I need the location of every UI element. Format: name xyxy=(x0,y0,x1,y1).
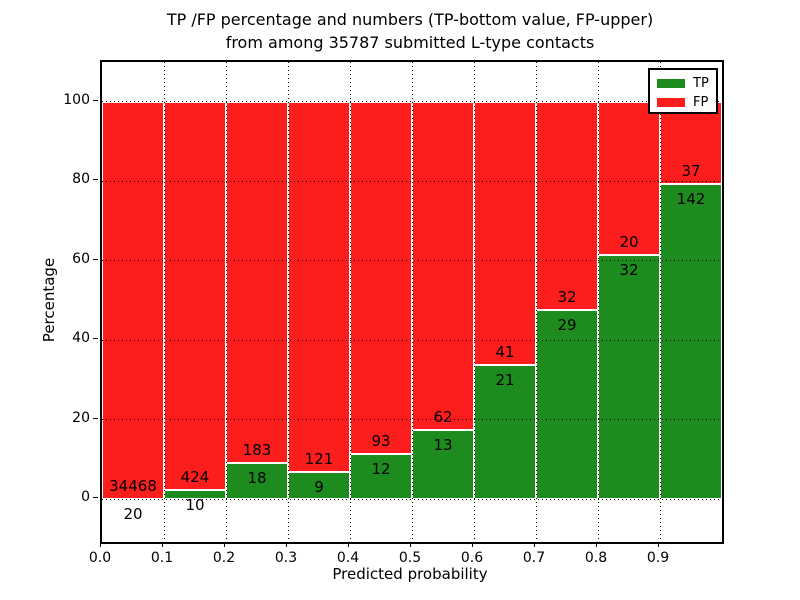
tp-bar-segment xyxy=(660,183,722,500)
tp-count-label: 21 xyxy=(495,370,515,389)
y-tick-label: 100 xyxy=(63,91,90,108)
vertical-gridline xyxy=(597,62,599,542)
tp-legend-swatch xyxy=(657,79,685,88)
plot-inner: 34468 20 424 10 183 18 121 9 93 12 62 13 41 21 32 29 20 3… xyxy=(102,62,722,542)
fp-bar-segment xyxy=(102,101,164,499)
fp-count-label: 34468 xyxy=(109,476,157,495)
fp-bar-segment xyxy=(536,101,598,311)
vertical-gridline xyxy=(225,62,227,542)
y-tick-mark xyxy=(93,338,98,340)
x-tick-mark xyxy=(224,542,225,547)
x-tick-label: 0.6 xyxy=(460,550,484,566)
y-tick-mark xyxy=(93,497,98,499)
fp-bar-segment xyxy=(598,101,660,255)
vertical-gridline xyxy=(473,62,475,542)
y-tick-mark xyxy=(93,99,98,101)
x-tick-mark xyxy=(162,542,163,547)
vertical-gridline xyxy=(287,62,289,542)
y-tick-mark xyxy=(93,179,98,181)
x-tick-label: 0.4 xyxy=(336,550,360,566)
y-tick-mark xyxy=(93,417,98,419)
x-tick-label: 0.1 xyxy=(150,550,174,566)
x-tick-mark xyxy=(348,542,349,547)
fp-legend-swatch xyxy=(657,98,685,107)
tp-bar-segment xyxy=(226,463,288,500)
fp-count-label: 424 xyxy=(180,467,210,486)
fp-count-label: 183 xyxy=(242,441,272,460)
x-tick-mark xyxy=(596,542,597,547)
fp-count-label: 93 xyxy=(371,431,391,450)
fp-bar-segment xyxy=(164,101,226,490)
x-tick-label: 0.0 xyxy=(88,550,112,566)
y-tick-label: 80 xyxy=(72,171,90,188)
y-tick-label: 0 xyxy=(81,489,90,506)
plot-area: 34468 20 424 10 183 18 121 9 93 12 62 13 41 21 32 29 20 3… xyxy=(100,60,724,544)
y-tick-label: 60 xyxy=(72,250,90,267)
x-tick-label: 0.7 xyxy=(522,550,546,566)
x-tick-label: 0.8 xyxy=(584,550,608,566)
tp-bar-segment xyxy=(598,254,660,500)
fp-legend-label: FP xyxy=(693,94,709,110)
tp-bar-segment xyxy=(350,453,412,500)
y-tick-label: 40 xyxy=(72,330,90,347)
x-tick-mark xyxy=(410,542,411,547)
x-tick-mark xyxy=(286,542,287,547)
fp-bar-segment xyxy=(226,101,288,464)
x-tick-label: 0.5 xyxy=(398,550,422,566)
fp-bar-segment xyxy=(474,101,536,365)
x-axis-label: Predicted probability xyxy=(332,565,488,583)
tp-bar-segment xyxy=(536,310,598,500)
legend-row-fp: FP xyxy=(657,93,716,112)
tp-count-label: 20 xyxy=(123,504,143,523)
tp-count-label: 9 xyxy=(314,477,324,496)
x-tick-mark xyxy=(534,542,535,547)
fp-count-label: 41 xyxy=(495,342,515,361)
legend-row-tp: TP xyxy=(657,74,716,93)
vertical-gridline xyxy=(349,62,351,542)
fp-bar-segment xyxy=(288,101,350,472)
tp-count-label: 32 xyxy=(619,260,639,279)
x-tick-label: 0.3 xyxy=(274,550,298,566)
tp-count-label: 29 xyxy=(557,316,577,335)
fp-bar-segment xyxy=(412,101,474,431)
x-tick-mark xyxy=(658,542,659,547)
x-tick-label: 0.2 xyxy=(212,550,236,566)
chart-title-block: TP /FP percentage and numbers (TP-bottom… xyxy=(100,8,720,54)
x-tick-label: 0.9 xyxy=(646,550,670,566)
y-tick-mark xyxy=(93,258,98,260)
chart-title: TP /FP percentage and numbers (TP-bottom… xyxy=(166,10,654,29)
vertical-gridline xyxy=(163,62,165,542)
fp-count-label: 121 xyxy=(304,449,334,468)
tp-legend-label: TP xyxy=(693,75,709,91)
x-tick-mark xyxy=(100,542,101,547)
fp-count-label: 20 xyxy=(619,232,639,251)
tp-count-label: 142 xyxy=(676,189,706,208)
fp-count-label: 37 xyxy=(681,161,701,180)
tp-count-label: 12 xyxy=(371,459,391,478)
legend: TP FP xyxy=(648,68,718,114)
fp-bar-segment xyxy=(350,101,412,454)
fp-count-label: 32 xyxy=(557,288,577,307)
tp-count-label: 13 xyxy=(433,436,453,455)
vertical-gridline xyxy=(411,62,413,542)
vertical-gridline xyxy=(535,62,537,542)
chart-subtitle: from among 35787 submitted L-type contac… xyxy=(225,33,595,52)
fp-count-label: 62 xyxy=(433,408,453,427)
vertical-gridline xyxy=(659,62,661,542)
x-tick-mark xyxy=(472,542,473,547)
tp-count-label: 18 xyxy=(247,469,267,488)
tp-count-label: 10 xyxy=(185,495,205,514)
y-tick-label: 20 xyxy=(72,409,90,426)
